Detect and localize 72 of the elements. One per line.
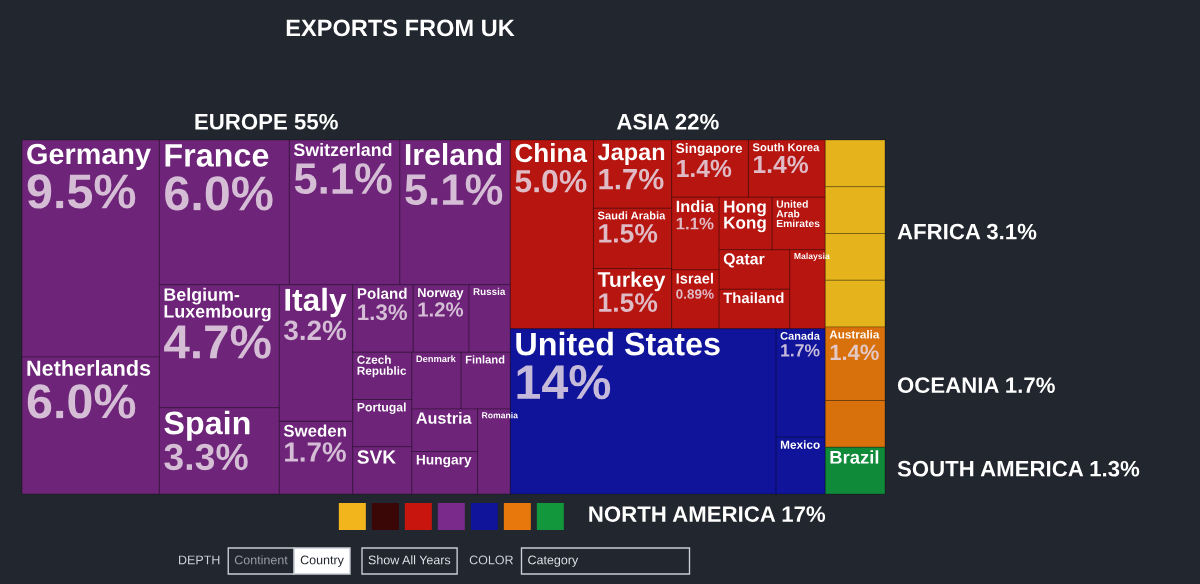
category-label: South Korea: [752, 143, 820, 152]
data-label: 1.1%: [676, 217, 714, 230]
text: Continent: [234, 555, 288, 565]
category-label: Israel: [676, 272, 713, 284]
category-label: Portugal: [357, 402, 406, 414]
category-label: Japan: [597, 143, 665, 165]
category-label: Switzerland: [293, 143, 392, 157]
data-label: 14%: [517, 365, 611, 400]
text: DEPTH: [179, 555, 220, 565]
category-label: Singapore: [676, 143, 743, 156]
category-label: Thailand: [723, 292, 784, 304]
category-label: Poland: [357, 287, 407, 299]
category-label: SVK: [357, 450, 396, 464]
category-label: Romania: [482, 411, 518, 419]
data-label: 5.0%: [515, 169, 587, 193]
category-label: Denmark: [416, 355, 456, 363]
text: NORTH AMERICA 17%: [589, 506, 826, 522]
category-label: Hong Kong: [724, 200, 766, 233]
data-label: 1.2%: [418, 302, 464, 317]
data-label: 5.1%: [405, 174, 503, 206]
data-label: 1.4%: [830, 344, 879, 361]
category-label: Spain: [164, 410, 250, 441]
data-label: 3.2%: [283, 320, 347, 341]
category-label: Belgium- Luxembourg: [164, 287, 271, 322]
text: AFRICA 3.1%: [897, 223, 1037, 240]
data-label: 5.1%: [294, 163, 392, 195]
category-label: United States: [516, 331, 720, 356]
category-label: Sweden: [283, 424, 346, 437]
data-label: 6.0%: [165, 176, 273, 211]
data-label: 1.4%: [754, 155, 809, 174]
text: ASIA 22%: [616, 113, 719, 130]
category-label: Norway: [418, 288, 464, 300]
category-label: Austria: [416, 411, 472, 424]
category-label: Qatar: [723, 253, 765, 268]
category-label: Netherlands: [27, 359, 151, 376]
data-label: 3.3%: [164, 443, 248, 471]
category-label: India: [676, 200, 715, 213]
category-label: Mexico: [780, 440, 820, 449]
text: Category: [528, 555, 579, 567]
data-label: 6.0%: [27, 384, 136, 419]
data-label: 1.3%: [358, 304, 408, 321]
category-label: Ireland: [405, 143, 502, 166]
data-label: 1.5%: [599, 293, 658, 312]
data-label: 1.7%: [781, 344, 820, 357]
category-label: Hungary: [416, 454, 472, 468]
data-label: 1.7%: [285, 442, 346, 462]
category-label: France: [165, 144, 269, 167]
category-label: Brazil: [830, 450, 879, 464]
data-label: 1.5%: [599, 224, 658, 243]
text: EUROPE 55%: [195, 113, 338, 130]
text: SOUTH AMERICA 1.3%: [897, 460, 1140, 477]
category-label: China: [515, 143, 588, 163]
text: OCEANIA 1.7%: [897, 377, 1055, 394]
category-label: United Arab Emirates: [776, 200, 820, 228]
category-label: Russia: [473, 287, 506, 296]
data-label: 1.4%: [677, 159, 732, 178]
data-label: 1.7%: [599, 168, 664, 190]
text: Country: [300, 555, 344, 567]
text: Show All Years: [368, 555, 451, 565]
category-label: Canada: [780, 331, 820, 340]
data-label: 0.89%: [676, 289, 714, 299]
category-label: Saudi Arabia: [597, 211, 666, 220]
category-label: Italy: [285, 287, 347, 318]
category-label: Finland: [465, 355, 505, 364]
text: EXPORTS FROM UK: [286, 19, 515, 37]
text: COLOR: [469, 555, 513, 565]
data-label: 9.5%: [27, 174, 136, 209]
category-label: Germany: [27, 143, 151, 170]
category-label: Turkey: [597, 271, 666, 292]
category-label: Australia: [829, 329, 880, 339]
category-label: Czech Republic: [357, 355, 407, 378]
data-label: 4.7%: [164, 325, 271, 359]
